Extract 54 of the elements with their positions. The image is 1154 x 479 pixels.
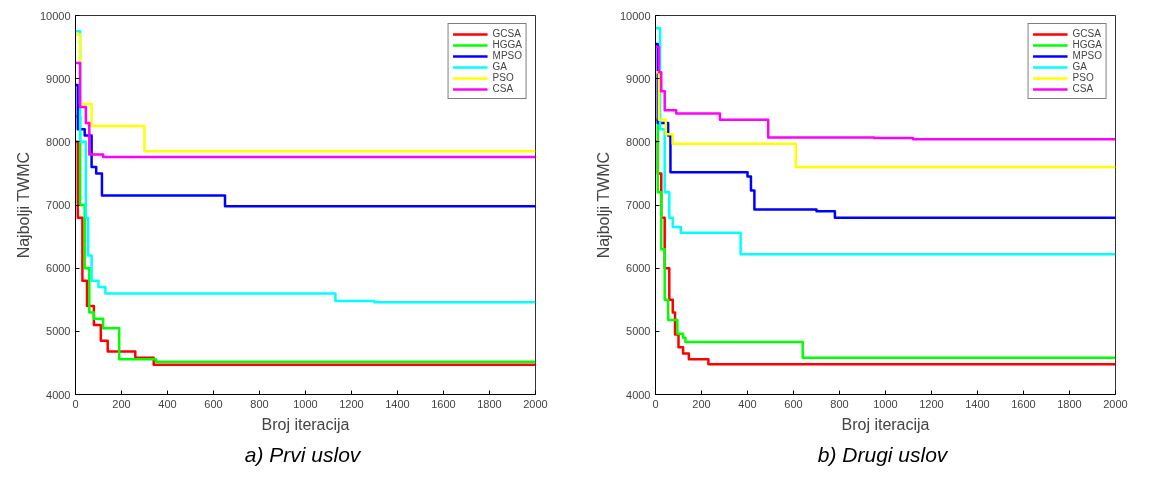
y-tick-label: 5000 xyxy=(626,325,651,338)
y-axis-title: Najbolji TWMC xyxy=(14,151,32,259)
text: a) Prvi uslov xyxy=(244,442,362,466)
x-tick-label: 0 xyxy=(72,397,79,410)
y-tick-label: 8000 xyxy=(626,135,651,148)
legend-label: PSO xyxy=(1072,72,1094,83)
x-axis-title: Broj iteracija xyxy=(261,415,350,433)
legend-label: GCSA xyxy=(1072,28,1101,39)
legend-label: PSO xyxy=(492,72,514,83)
legend-label: CSA xyxy=(1072,83,1094,94)
y-tick-label: 6000 xyxy=(626,262,651,275)
x-tick-label: 1400 xyxy=(385,397,410,410)
y-tick-label: 4000 xyxy=(626,388,651,401)
legend-label: GA xyxy=(492,61,508,72)
x-tick-label: 200 xyxy=(112,397,131,410)
x-tick-label: 400 xyxy=(738,397,757,410)
y-tick-label: 6000 xyxy=(46,262,71,275)
y-tick-label: 10000 xyxy=(619,9,651,22)
legend-label: MPSO xyxy=(1072,50,1102,61)
y-tick-label: 10000 xyxy=(39,9,71,22)
legend-label: HGGA xyxy=(492,39,522,50)
x-tick-label: 800 xyxy=(830,397,849,410)
y-tick-label: 7000 xyxy=(626,199,651,211)
x-tick-label: 1200 xyxy=(919,397,944,410)
y-tick-label: 7000 xyxy=(46,199,71,211)
text: b) Drugi uslov xyxy=(817,442,949,466)
x-tick-label: 2000 xyxy=(1103,397,1128,410)
x-tick-label: 800 xyxy=(250,397,269,410)
x-tick-label: 600 xyxy=(784,397,803,410)
x-tick-label: 1800 xyxy=(1057,397,1082,410)
x-tick-label: 1000 xyxy=(293,397,318,410)
x-tick-label: 1200 xyxy=(339,397,364,410)
x-tick-label: 0 xyxy=(652,397,659,410)
y-tick-label: 4000 xyxy=(46,388,71,401)
y-axis-title: Najbolji TWMC xyxy=(594,151,612,259)
y-tick-label: 9000 xyxy=(626,72,651,85)
x-tick-label: 1400 xyxy=(965,397,990,410)
y-tick-label: 9000 xyxy=(46,72,71,85)
x-tick-label: 200 xyxy=(692,397,711,410)
x-tick-label: 1600 xyxy=(1011,397,1036,410)
x-tick-label: 600 xyxy=(204,397,223,410)
x-tick-label: 1000 xyxy=(873,397,898,410)
x-tick-label: 1600 xyxy=(431,397,456,410)
legend-label: GCSA xyxy=(492,28,521,39)
legend-label: CSA xyxy=(492,83,514,94)
x-tick-label: 1800 xyxy=(477,397,502,410)
x-tick-label: 400 xyxy=(158,397,177,410)
legend-label: GA xyxy=(1072,61,1088,72)
legend-label: MPSO xyxy=(492,50,522,61)
y-tick-label: 5000 xyxy=(46,325,71,338)
x-tick-label: 2000 xyxy=(523,397,548,410)
y-tick-label: 8000 xyxy=(46,135,71,148)
x-axis-title: Broj iteracija xyxy=(841,415,930,433)
legend-label: HGGA xyxy=(1072,39,1102,50)
